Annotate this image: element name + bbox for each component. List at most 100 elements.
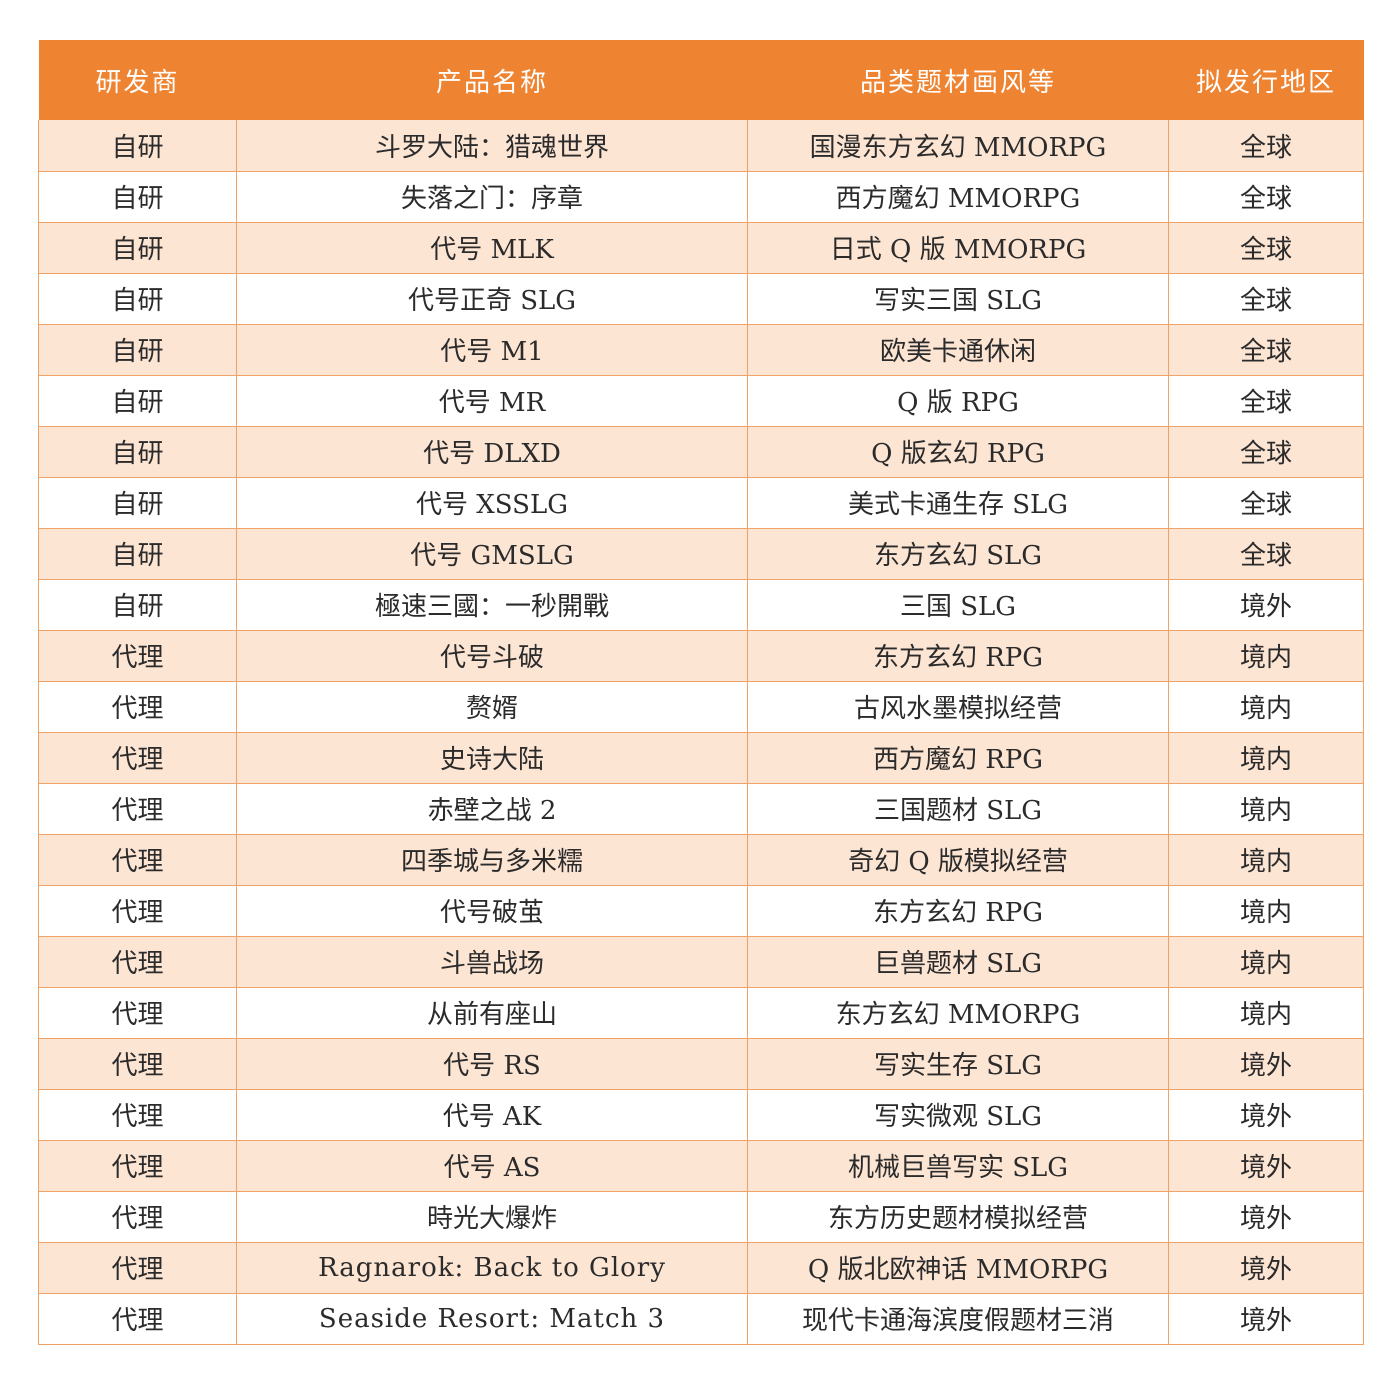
cell-product-name: 代号 MLK xyxy=(236,222,748,274)
cell-genre-style: 古风水墨模拟经营 xyxy=(747,681,1169,733)
cell-release-region: 境内 xyxy=(1168,936,1364,988)
cell-developer: 自研 xyxy=(38,477,237,529)
cell-developer: 代理 xyxy=(38,1293,237,1345)
cell-release-region: 境内 xyxy=(1168,681,1364,733)
table-row: 代理 四季城与多米糯 奇幻 Q 版模拟经营 境内 xyxy=(38,834,1364,886)
cell-product-name: Ragnarok: Back to Glory xyxy=(236,1242,748,1294)
table-row: 代理 時光大爆炸 东方历史题材模拟经营 境外 xyxy=(38,1191,1364,1243)
cell-product-name: 斗兽战场 xyxy=(236,936,748,988)
cell-genre-style: 东方玄幻 SLG xyxy=(747,528,1169,580)
cell-release-region: 境外 xyxy=(1168,1089,1364,1141)
table-row: 代理 Ragnarok: Back to Glory Q 版北欧神话 MMORPG 境… xyxy=(38,1242,1364,1294)
cell-release-region: 全球 xyxy=(1168,273,1364,325)
cell-product-name: 極速三國：一秒開戰 xyxy=(236,579,748,631)
cell-genre-style: 写实微观 SLG xyxy=(747,1089,1169,1141)
header-release-region: 拟发行地区 xyxy=(1168,40,1364,120)
cell-developer: 自研 xyxy=(38,579,237,631)
cell-release-region: 全球 xyxy=(1168,375,1364,427)
header-product-name: 产品名称 xyxy=(236,40,748,120)
cell-developer: 自研 xyxy=(38,273,237,325)
cell-release-region: 全球 xyxy=(1168,528,1364,580)
header-developer: 研发商 xyxy=(38,40,237,120)
header-row: 研发商 产品名称 品类题材画风等 拟发行地区 xyxy=(38,40,1364,120)
cell-developer: 自研 xyxy=(38,324,237,376)
cell-release-region: 境外 xyxy=(1168,1191,1364,1243)
cell-developer: 代理 xyxy=(38,1038,237,1090)
cell-release-region: 境外 xyxy=(1168,1140,1364,1192)
cell-developer: 代理 xyxy=(38,1242,237,1294)
cell-release-region: 全球 xyxy=(1168,324,1364,376)
cell-release-region: 境内 xyxy=(1168,834,1364,886)
cell-genre-style: 国漫东方玄幻 MMORPG xyxy=(747,120,1169,172)
cell-release-region: 境外 xyxy=(1168,1293,1364,1345)
cell-release-region: 境内 xyxy=(1168,885,1364,937)
cell-genre-style: Q 版北欧神话 MMORPG xyxy=(747,1242,1169,1294)
cell-product-name: 代号 M1 xyxy=(236,324,748,376)
cell-product-name: 失落之门：序章 xyxy=(236,171,748,223)
cell-genre-style: 欧美卡通休闲 xyxy=(747,324,1169,376)
cell-product-name: 代号正奇 SLG xyxy=(236,273,748,325)
cell-release-region: 境外 xyxy=(1168,1242,1364,1294)
table-header: 研发商 产品名称 品类题材画风等 拟发行地区 xyxy=(38,40,1364,120)
cell-release-region: 境内 xyxy=(1168,630,1364,682)
table-row: 自研 代号 MLK 日式 Q 版 MMORPG 全球 xyxy=(38,222,1364,274)
cell-product-name: 代号 RS xyxy=(236,1038,748,1090)
cell-release-region: 境外 xyxy=(1168,579,1364,631)
cell-genre-style: Q 版玄幻 RPG xyxy=(747,426,1169,478)
cell-developer: 自研 xyxy=(38,375,237,427)
cell-product-name: 代号斗破 xyxy=(236,630,748,682)
cell-product-name: 赤壁之战 2 xyxy=(236,783,748,835)
cell-genre-style: 写实生存 SLG xyxy=(747,1038,1169,1090)
cell-genre-style: 巨兽题材 SLG xyxy=(747,936,1169,988)
cell-product-name: 時光大爆炸 xyxy=(236,1191,748,1243)
cell-developer: 代理 xyxy=(38,732,237,784)
cell-genre-style: 写实三国 SLG xyxy=(747,273,1169,325)
cell-genre-style: 美式卡通生存 SLG xyxy=(747,477,1169,529)
cell-product-name: 四季城与多米糯 xyxy=(236,834,748,886)
product-pipeline-table: 研发商 产品名称 品类题材画风等 拟发行地区 自研 斗罗大陆：猎魂世界 国漫东方玄幻… xyxy=(38,40,1364,1345)
cell-developer: 代理 xyxy=(38,681,237,733)
table-row: 代理 从前有座山 东方玄幻 MMORPG 境内 xyxy=(38,987,1364,1039)
cell-release-region: 境内 xyxy=(1168,783,1364,835)
table-row: 自研 極速三國：一秒開戰 三国 SLG 境外 xyxy=(38,579,1364,631)
cell-release-region: 全球 xyxy=(1168,171,1364,223)
cell-developer: 代理 xyxy=(38,1191,237,1243)
cell-developer: 代理 xyxy=(38,834,237,886)
cell-genre-style: Q 版 RPG xyxy=(747,375,1169,427)
cell-product-name: 代号破茧 xyxy=(236,885,748,937)
cell-genre-style: 奇幻 Q 版模拟经营 xyxy=(747,834,1169,886)
cell-product-name: Seaside Resort: Match 3 xyxy=(236,1293,748,1345)
cell-product-name: 赘婿 xyxy=(236,681,748,733)
cell-genre-style: 西方魔幻 RPG xyxy=(747,732,1169,784)
table-row: 代理 赤壁之战 2 三国题材 SLG 境内 xyxy=(38,783,1364,835)
table-row: 自研 代号 DLXD Q 版玄幻 RPG 全球 xyxy=(38,426,1364,478)
table-row: 代理 代号 AS 机械巨兽写实 SLG 境外 xyxy=(38,1140,1364,1192)
cell-developer: 代理 xyxy=(38,630,237,682)
product-table-container: 研发商 产品名称 品类题材画风等 拟发行地区 自研 斗罗大陆：猎魂世界 国漫东方玄幻… xyxy=(38,40,1364,1345)
cell-genre-style: 机械巨兽写实 SLG xyxy=(747,1140,1169,1192)
cell-product-name: 史诗大陆 xyxy=(236,732,748,784)
cell-product-name: 代号 DLXD xyxy=(236,426,748,478)
cell-release-region: 全球 xyxy=(1168,426,1364,478)
table-row: 代理 史诗大陆 西方魔幻 RPG 境内 xyxy=(38,732,1364,784)
cell-release-region: 全球 xyxy=(1168,222,1364,274)
cell-genre-style: 三国 SLG xyxy=(747,579,1169,631)
cell-release-region: 境外 xyxy=(1168,1038,1364,1090)
cell-product-name: 代号 AS xyxy=(236,1140,748,1192)
table-row: 自研 代号 XSSLG 美式卡通生存 SLG 全球 xyxy=(38,477,1364,529)
cell-release-region: 境内 xyxy=(1168,732,1364,784)
table-row: 自研 代号 M1 欧美卡通休闲 全球 xyxy=(38,324,1364,376)
cell-developer: 自研 xyxy=(38,222,237,274)
cell-developer: 自研 xyxy=(38,426,237,478)
cell-genre-style: 东方玄幻 MMORPG xyxy=(747,987,1169,1039)
cell-product-name: 斗罗大陆：猎魂世界 xyxy=(236,120,748,172)
cell-genre-style: 东方玄幻 RPG xyxy=(747,630,1169,682)
cell-developer: 代理 xyxy=(38,987,237,1039)
cell-genre-style: 三国题材 SLG xyxy=(747,783,1169,835)
cell-developer: 自研 xyxy=(38,528,237,580)
cell-product-name: 从前有座山 xyxy=(236,987,748,1039)
table-row: 代理 代号 RS 写实生存 SLG 境外 xyxy=(38,1038,1364,1090)
table-row: 自研 斗罗大陆：猎魂世界 国漫东方玄幻 MMORPG 全球 xyxy=(38,120,1364,172)
table-row: 自研 代号 MR Q 版 RPG 全球 xyxy=(38,375,1364,427)
cell-product-name: 代号 GMSLG xyxy=(236,528,748,580)
